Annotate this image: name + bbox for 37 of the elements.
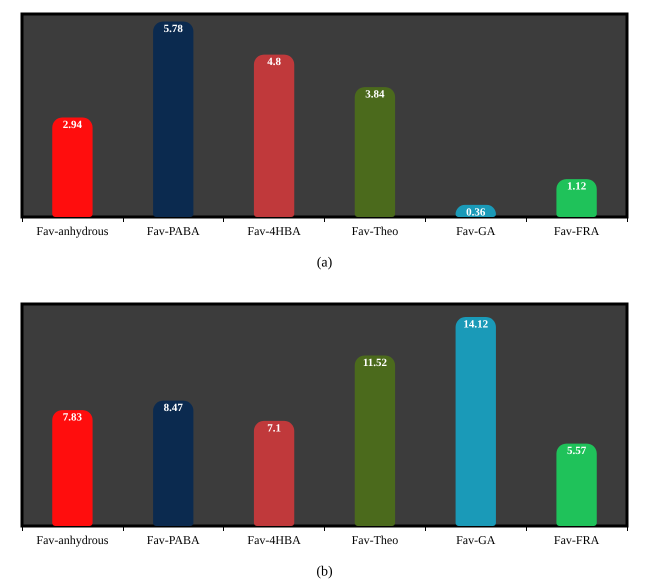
- bar: [354, 356, 396, 526]
- data-label: 5.78: [164, 22, 184, 35]
- bar: [153, 400, 194, 526]
- x-tick-label: Fav-Theo: [352, 224, 398, 238]
- data-label: 4.8: [267, 56, 282, 68]
- text: (b): [316, 564, 333, 580]
- x-tick-label: Fav-Theo: [352, 533, 398, 547]
- data-label: 0.36: [466, 206, 486, 218]
- data-label: 1.12: [566, 180, 587, 193]
- bar: [556, 444, 597, 526]
- text: (a): [316, 256, 333, 270]
- data-label: 2.94: [62, 119, 83, 132]
- x-tick-label: Fav-GA: [456, 533, 496, 547]
- bar: [354, 87, 396, 217]
- data-label: 5.57: [566, 445, 587, 458]
- x-tick-label: Fav-anhydrous: [36, 533, 109, 547]
- x-tick-label: Fav-GA: [456, 224, 496, 238]
- data-label: 7.1: [267, 422, 281, 434]
- x-tick-label: Fav-FRA: [554, 533, 600, 547]
- x-tick-label: Fav-PABA: [146, 533, 200, 547]
- x-tick-label: Fav-4HBA: [247, 224, 302, 238]
- x-tick-label: Fav-4HBA: [247, 533, 302, 547]
- bar: [52, 410, 93, 526]
- data-label: 3.84: [365, 88, 386, 101]
- data-label: 8.47: [164, 402, 184, 414]
- bar: [456, 317, 496, 526]
- bar: [254, 420, 294, 526]
- data-label: 11.52: [362, 357, 388, 370]
- bar: [52, 118, 93, 217]
- x-tick-label: Fav-FRA: [554, 224, 600, 238]
- x-tick-label: Fav-anhydrous: [36, 224, 109, 238]
- bar: [556, 179, 597, 217]
- bar: [153, 21, 194, 217]
- x-tick-label: Fav-PABA: [146, 224, 200, 238]
- data-label: 7.83: [62, 412, 83, 424]
- data-label: 14.12: [463, 318, 489, 331]
- bar: [254, 54, 294, 217]
